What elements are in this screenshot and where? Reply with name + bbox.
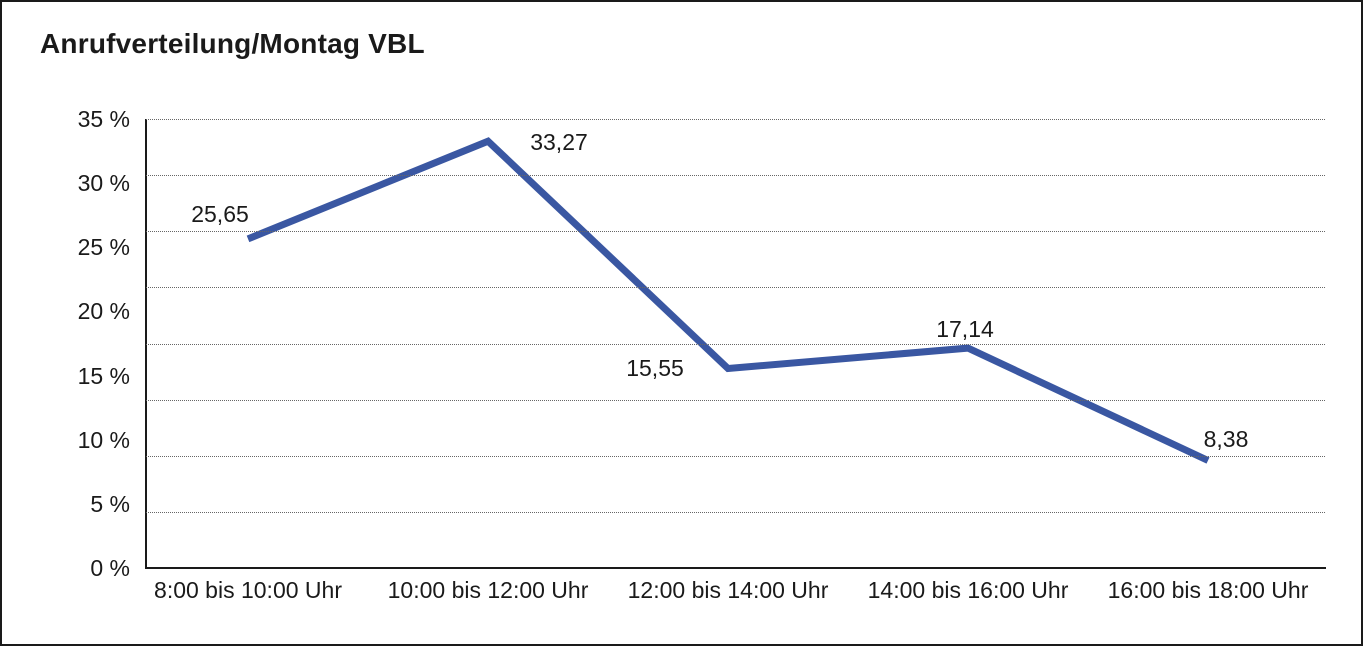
gridline (146, 399, 1325, 401)
chart-title: Anrufverteilung/Montag VBL (40, 28, 425, 59)
y-tick-label: 35 % (77, 106, 130, 132)
gridline (146, 231, 1325, 233)
x-tick-label: 16:00 bis 18:00 Uhr (1107, 577, 1309, 603)
gridline (146, 287, 1325, 289)
series-line (246, 137, 1210, 464)
y-tick-label: 25 % (77, 234, 130, 261)
y-tick-label: 10 % (77, 426, 130, 453)
gridline (146, 119, 1325, 120)
data-label: 33,27 (530, 129, 588, 156)
data-label: 25,65 (191, 200, 249, 227)
y-tick-label: 15 % (77, 362, 130, 389)
x-tick-label: 12:00 bis 14:00 Uhr (627, 577, 829, 603)
data-label: 17,14 (936, 316, 994, 343)
data-label: 8,38 (1203, 425, 1249, 452)
x-tick-label: 10:00 bis 12:00 Uhr (387, 577, 589, 603)
gridline (146, 511, 1325, 513)
gridline (146, 343, 1325, 345)
data-label: 15,55 (626, 354, 684, 381)
gridline (146, 455, 1325, 457)
y-tick-label: 30 % (77, 170, 130, 197)
y-tick-label: 5 % (90, 490, 130, 517)
x-axis-line (145, 567, 1326, 569)
y-tick-label: 0 % (90, 555, 130, 581)
x-tick-label: 8:00 bis 10:00 Uhr (154, 577, 342, 603)
y-tick-label: 20 % (77, 298, 130, 325)
gridline (146, 175, 1325, 177)
x-tick-label: 14:00 bis 16:00 Uhr (867, 577, 1069, 603)
